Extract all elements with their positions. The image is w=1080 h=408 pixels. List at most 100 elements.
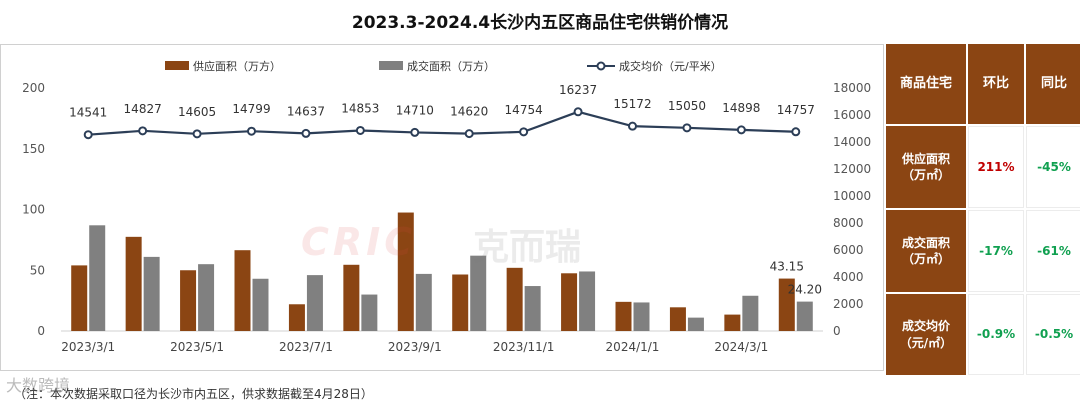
price-point [192,129,202,139]
price-data-label: 14710 [396,103,434,117]
table-header-type: 商品住宅 [886,44,966,124]
price-data-label: 14757 [777,103,815,117]
row-label-line2: （万㎡） [901,252,950,266]
price-point [519,127,529,137]
bar-deal [579,271,596,331]
bar-deal [198,264,215,331]
chart-panel: 0 50 100 150 200 0 2000 4000 6000 8000 10000 12000 1… [0,44,884,371]
price-data-label: 14898 [722,101,760,115]
price-point [355,125,365,135]
legend-swatch-supply [165,61,189,70]
price-line [88,110,796,136]
x-tick-label: 2023/3/1 [61,340,115,354]
y-right-tick-label: 10000 [833,189,871,203]
table-cell-deal-mom: -17% [968,210,1024,292]
bar-supply [288,304,305,331]
page-title: 2023.3-2024.4长沙内五区商品住宅供销价情况 [351,13,729,33]
bar-deal [796,301,813,331]
y-right-tick-label: 18000 [833,81,871,95]
data-label-supply-last: 43.15 [770,260,804,274]
row-label-line2: （元/㎡） [899,335,953,350]
price-data-label: 14620 [450,105,488,119]
price-point [736,125,746,135]
row-label-line1: 成交均价 [901,319,950,334]
price-data-label: 14799 [232,102,270,116]
table-header-yoy: 同比 [1026,44,1080,124]
y-right-tick-label: 4000 [833,270,864,284]
x-tick-label: 2023/5/1 [170,340,224,354]
bar-supply [561,273,578,331]
price-data-label: 16237 [559,83,597,97]
price-data-label: 14827 [124,102,162,116]
bar-supply [452,274,469,331]
legend-label-supply: 供应面积（万方） [193,59,281,73]
y-right-tick-label: 16000 [833,108,871,122]
data-label-deal-last: 24.20 [788,283,822,297]
price-point [682,123,692,133]
bar-deal [633,302,650,331]
bar-deal [252,278,269,331]
table-cell-supply-yoy: -45% [1026,126,1080,208]
x-tick-label: 2023/11/1 [493,340,555,354]
bar-deal [306,275,323,331]
table-header-mom: 环比 [968,44,1024,124]
bar-supply [724,314,741,331]
x-tick-label: 2023/9/1 [388,340,442,354]
legend-label-price: 成交均价（元/平米） [619,59,722,73]
row-label-line1: 成交面积 [901,235,950,250]
legend-marker-price [596,61,606,71]
bar-supply [669,307,686,331]
price-point [410,127,420,137]
price-data-label: 15172 [613,97,651,111]
bar-supply [234,250,251,331]
row-label-line2: （万㎡） [901,168,950,182]
price-data-label: 14754 [505,103,543,117]
bar-supply [778,278,795,331]
bar-deal [742,295,759,331]
price-point [464,129,474,139]
bar-supply [506,267,523,331]
y-left-tick-label: 0 [37,324,45,338]
bar-supply [397,212,414,331]
bar-line-chart: 0501001502000200040006000800010000120001… [22,59,871,354]
y-right-tick-label: 2000 [833,297,864,311]
x-tick-label: 2024/3/1 [714,340,768,354]
y-left-tick-label: 200 [22,81,45,95]
table-row-label-supply: 供应面积 （万㎡） [886,126,966,208]
table-cell-price-yoy: -0.5% [1026,294,1080,375]
footnote: （注：本次数据采取口径为长沙市内五区，供求数据截至4月28日） [14,387,373,401]
bar-deal [470,255,487,331]
y-right-tick-label: 0 [833,324,841,338]
table-cell-supply-mom: 211% [968,126,1024,208]
y-left-tick-label: 100 [22,203,45,217]
bar-deal [524,286,541,331]
price-point [247,126,256,136]
bar-deal [361,294,378,331]
price-data-label: 14541 [69,106,107,120]
table-row-label-price: 成交均价 （元/㎡） [886,294,966,375]
x-tick-label: 2024/1/1 [606,340,660,354]
row-label-line1: 供应面积 [901,151,950,166]
bar-supply [343,264,360,331]
price-point [138,126,148,136]
bar-deal [89,225,106,331]
price-point [573,107,583,117]
y-right-tick-label: 14000 [833,135,871,149]
bar-deal [687,317,704,331]
price-point [628,121,637,131]
price-point [83,130,93,140]
y-right-tick-label: 12000 [833,162,871,176]
bar-deal [415,273,432,331]
price-data-label: 14605 [178,105,216,119]
y-right-tick-label: 8000 [833,216,864,230]
bar-supply [125,236,142,331]
price-point [791,127,801,137]
bar-supply [180,270,197,331]
price-point [301,128,311,138]
price-data-label: 14853 [341,101,379,115]
price-data-label: 15050 [668,99,706,113]
x-tick-label: 2023/7/1 [279,340,333,354]
table-row-label-deal: 成交面积 （万㎡） [886,210,966,292]
price-data-label: 14637 [287,104,325,118]
legend-swatch-deal [379,61,403,70]
